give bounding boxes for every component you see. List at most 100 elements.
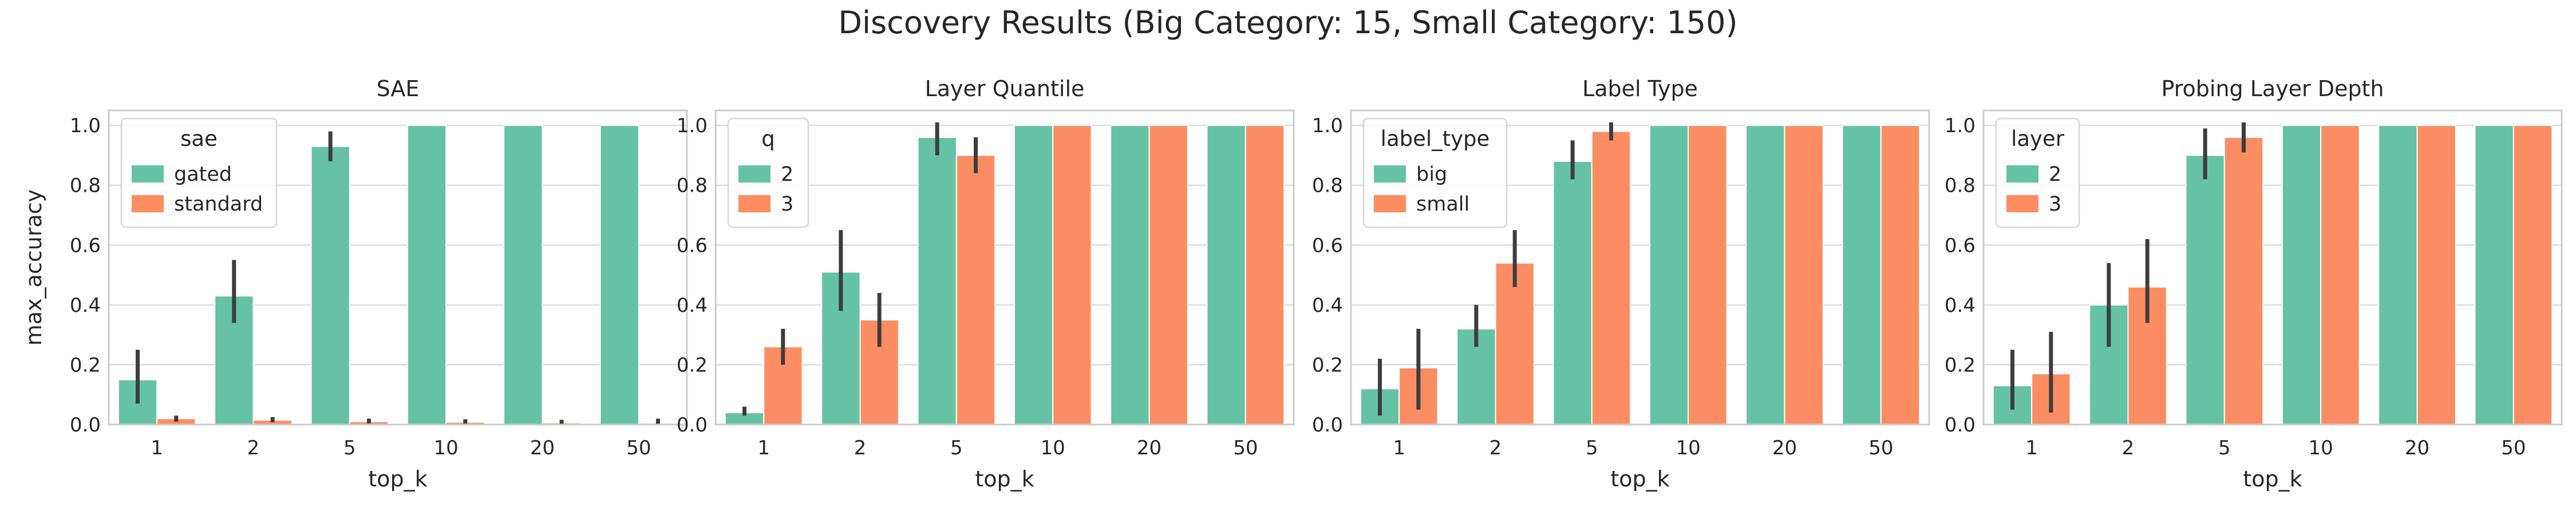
axes-frame	[1982, 109, 2563, 426]
x-tick-label: 2	[247, 437, 260, 459]
legend-swatch	[1374, 165, 1406, 183]
x-tick-label: 50	[626, 437, 651, 459]
x-tick-label: 1	[1393, 437, 1405, 459]
bar	[310, 145, 350, 425]
legend-entry-label: gated	[174, 163, 232, 186]
legend-title: label_type	[1381, 126, 1490, 151]
x-tick-label: 20	[1772, 437, 1797, 459]
legend-entry-label: 2	[2049, 163, 2061, 186]
bar	[917, 137, 957, 426]
y-tick-label: 0.2	[1945, 354, 1976, 377]
legend-entry-label: 2	[781, 163, 793, 186]
y-tick-label: 0.4	[677, 294, 708, 317]
legend-entry-label: small	[1416, 193, 1469, 216]
chart-panels: 0.0 0.2 0.4 0.6 0.8 1.0 1 2 5 10 20 50 SAE top_k max_a…	[21, 76, 2563, 492]
y-tick-label: 0.6	[1312, 234, 1343, 257]
x-tick-label: 5	[950, 437, 963, 459]
bar	[2416, 125, 2456, 425]
y-tick-label: 0.8	[70, 175, 101, 197]
legend: sae gated standard	[120, 117, 278, 228]
bar	[1013, 125, 1054, 425]
x-tick-label: 2	[2122, 437, 2135, 459]
bar	[2512, 125, 2553, 425]
bar	[955, 154, 996, 425]
bar	[406, 125, 447, 425]
bar	[599, 125, 639, 425]
bar	[2474, 125, 2514, 425]
panel-title: Layer Quantile	[925, 76, 1085, 101]
legend-swatch	[2006, 165, 2038, 183]
legend-entry-label: big	[1416, 163, 1447, 186]
legend-title: layer	[2011, 126, 2065, 151]
bar	[503, 125, 543, 425]
panel-title: Probing Layer Depth	[2161, 76, 2384, 101]
x-axis-label: top_k	[1610, 466, 1669, 492]
bar	[1842, 125, 1882, 425]
legend-title: sae	[180, 126, 218, 151]
bar	[2223, 137, 2264, 426]
x-tick-label: 5	[2218, 437, 2231, 459]
y-tick-label: 1.0	[677, 114, 708, 137]
bar	[1244, 125, 1285, 425]
x-tick-label: 5	[1586, 437, 1598, 459]
legend-title: q	[761, 126, 775, 151]
bar	[2378, 125, 2418, 425]
y-tick-label: 1.0	[1945, 114, 1976, 137]
y-tick-label: 1.0	[1312, 114, 1343, 137]
axes-frame	[108, 109, 688, 426]
bar	[1495, 262, 1535, 425]
legend-entry-label: standard	[174, 193, 263, 216]
bar	[2281, 125, 2322, 425]
legend: q2 3	[727, 117, 809, 228]
legend-swatch	[2006, 195, 2038, 212]
y-tick-label: 0.4	[70, 294, 101, 317]
legend-swatch	[132, 165, 164, 183]
bar	[1688, 125, 1728, 425]
x-tick-label: 10	[2309, 437, 2333, 459]
y-tick-label: 0.2	[1312, 354, 1343, 377]
x-tick-label: 10	[1041, 437, 1065, 459]
chart-panel-2: 0.0 0.2 0.4 0.6 0.8 1.0 1 2 5 10 20 50 Layer Quantil…	[677, 76, 1295, 492]
y-tick-label: 0.0	[70, 414, 101, 437]
y-tick-label: 0.8	[677, 175, 708, 197]
bar	[2320, 125, 2360, 425]
x-axis-label: top_k	[368, 466, 427, 492]
x-tick-label: 5	[343, 437, 356, 459]
x-tick-label: 20	[2405, 437, 2429, 459]
bar	[1880, 125, 1921, 425]
y-tick-label: 0.0	[1945, 414, 1976, 437]
y-tick-label: 0.4	[1945, 294, 1976, 317]
y-tick-label: 0.2	[677, 354, 708, 377]
x-tick-label: 10	[1676, 437, 1701, 459]
x-tick-label: 1	[757, 437, 770, 459]
y-tick-label: 0.8	[1945, 175, 1976, 197]
bar	[1552, 160, 1593, 425]
bar	[1148, 125, 1188, 425]
y-tick-label: 0.4	[1312, 294, 1343, 317]
x-tick-label: 2	[854, 437, 867, 459]
chart-panel-1: 0.0 0.2 0.4 0.6 0.8 1.0 1 2 5 10 20 50 SAE top_k max_a…	[21, 76, 688, 492]
bar	[1591, 130, 1631, 426]
legend-swatch	[738, 195, 771, 212]
chart-panel-4: 0.0 0.2 0.4 0.6 0.8 1.0 1 2 5 10 20 50 Probing Layer…	[1945, 76, 2563, 492]
y-tick-label: 0.6	[1945, 234, 1976, 257]
chart-panel-3: 0.0 0.2 0.4 0.6 0.8 1.0 1 2 5 10 20 50 Label Type top…	[1312, 76, 1930, 492]
bar	[1110, 125, 1150, 425]
y-axis-label: max_accuracy	[21, 189, 46, 346]
x-tick-label: 50	[1233, 437, 1258, 459]
y-tick-label: 0.8	[1312, 175, 1343, 197]
x-tick-label: 1	[151, 437, 163, 459]
bar	[1745, 125, 1785, 425]
bar	[1649, 125, 1689, 425]
x-tick-label: 1	[2025, 437, 2038, 459]
bar	[1206, 125, 1246, 425]
figure-title: Discovery Results (Big Category: 15, Sma…	[838, 5, 1737, 41]
legend-swatch	[1374, 195, 1406, 212]
bar	[1052, 125, 1092, 425]
bar	[2185, 154, 2225, 425]
bar	[1784, 125, 1824, 425]
x-axis-label: top_k	[2243, 466, 2302, 492]
y-tick-label: 0.6	[70, 234, 101, 257]
